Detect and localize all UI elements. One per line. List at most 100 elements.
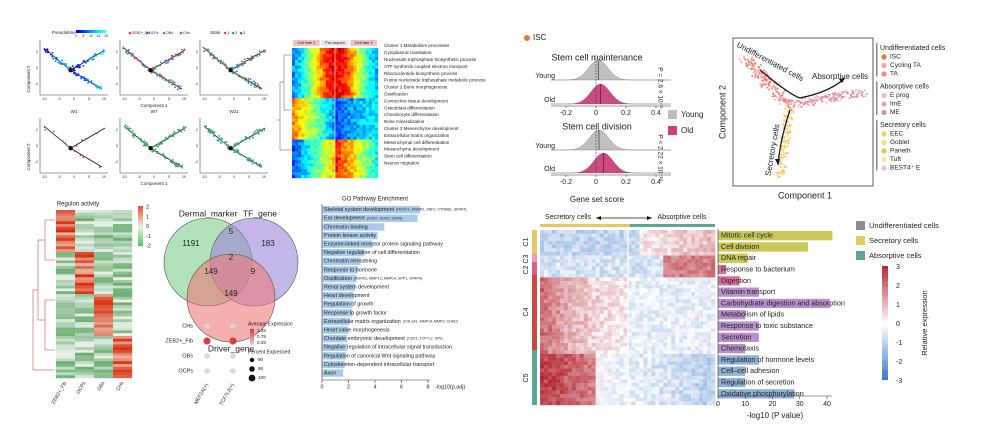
heatmap-cell <box>635 248 640 253</box>
heatmap-cell <box>368 142 373 146</box>
heatmap-cell <box>350 154 354 158</box>
heatmap-cell <box>615 357 620 362</box>
heatmap-cell <box>615 379 620 384</box>
heatmap-cell <box>75 350 95 353</box>
heatmap-cell <box>298 77 302 81</box>
heatmap-cell <box>362 160 366 164</box>
cell-point <box>160 142 163 145</box>
heatmap-cell <box>555 328 561 333</box>
heatmap-cell <box>695 361 700 366</box>
heatmap-cell <box>547 332 553 336</box>
heatmap-cell <box>341 74 345 78</box>
heatmap-cell <box>619 361 624 366</box>
heatmap-cell <box>615 233 620 238</box>
heatmap-cell <box>341 175 345 179</box>
heatmap-cell <box>639 248 644 253</box>
heatmap-cell <box>571 390 576 395</box>
heatmap-cell <box>675 273 680 278</box>
heatmap-cell <box>94 249 114 253</box>
cell-point <box>125 127 128 130</box>
heatmap-cell <box>575 350 580 355</box>
heatmap-cell <box>295 110 299 114</box>
heatmap-cell <box>362 110 366 114</box>
heatmap-cell <box>310 59 314 63</box>
heatmap-cell <box>543 299 549 304</box>
heatmap-cell <box>711 255 716 260</box>
heatmap-cell <box>543 306 549 311</box>
heatmap-cell <box>591 321 596 325</box>
heatmap-cell <box>310 83 314 87</box>
heatmap-cell <box>310 118 314 123</box>
sample-label: W7 <box>151 109 158 114</box>
heatmap-cell <box>571 270 576 274</box>
heatmap-cell <box>292 151 296 155</box>
heatmap-cell <box>304 142 308 146</box>
heatmap-cell <box>325 154 330 158</box>
heatmap-cell <box>551 346 557 351</box>
heatmap-cell <box>371 74 376 78</box>
heatmap-cell <box>301 65 305 69</box>
heatmap-cell <box>647 386 652 391</box>
heatmap-cell <box>619 306 624 311</box>
heatmap-cell <box>567 350 573 355</box>
heatmap-cell <box>353 145 357 149</box>
heatmap-cell <box>328 113 333 117</box>
heatmap-cell <box>359 56 363 61</box>
heatmap-cell <box>623 237 628 242</box>
heatmap-cell <box>113 341 133 345</box>
heatmap-cell <box>711 361 716 366</box>
heatmap-cell <box>683 251 688 256</box>
heatmap-cell <box>575 335 580 340</box>
heatmap-cell <box>540 386 545 391</box>
heatmap-cell <box>551 353 557 358</box>
heatmap-cell <box>307 92 311 96</box>
heatmap-cell <box>304 124 308 128</box>
heatmap-cell <box>338 115 342 120</box>
heatmap-cell <box>292 127 296 131</box>
heatmap-cell <box>310 65 314 69</box>
heatmap-cell <box>707 248 712 253</box>
heatmap-cell <box>627 306 632 311</box>
heatmap-cell <box>619 321 624 325</box>
heatmap-cell <box>322 53 326 58</box>
heatmap-cell <box>643 233 648 238</box>
cell-point <box>174 132 177 135</box>
heatmap-cell <box>651 288 656 293</box>
legend-tick: 15 <box>97 34 101 38</box>
heatmap-cell <box>623 379 628 384</box>
heatmap-cell <box>703 386 708 391</box>
heatmap-cell <box>316 115 320 120</box>
heatmap-cell <box>567 259 573 264</box>
cell-point <box>755 72 758 75</box>
heatmap-cell <box>667 251 672 256</box>
heatmap-cell <box>655 310 660 315</box>
heatmap-cell <box>322 110 326 114</box>
heatmap-cell <box>374 59 379 63</box>
heatmap-cell <box>575 237 580 242</box>
heatmap-cell <box>359 92 363 96</box>
cell-point <box>220 59 222 62</box>
heatmap-cell <box>94 330 114 334</box>
heatmap-cell <box>113 277 133 281</box>
heatmap-cell <box>599 350 604 355</box>
heatmap-cell <box>94 296 114 300</box>
heatmap-cell <box>707 357 712 362</box>
heatmap-cell <box>56 277 76 281</box>
heatmap-cell <box>699 383 704 387</box>
cell-point <box>167 79 170 82</box>
heatmap-cell <box>555 310 561 315</box>
heatmap-cell <box>292 104 296 108</box>
cell-point <box>813 96 816 99</box>
heatmap-cell <box>319 169 323 173</box>
heatmap-cell <box>368 148 373 152</box>
heatmap-cell <box>313 89 317 93</box>
heatmap-cell <box>356 157 360 161</box>
heatmap-cell <box>695 270 700 274</box>
density <box>551 152 671 174</box>
heatmap-cell <box>359 113 363 117</box>
heatmap-cell <box>615 310 620 315</box>
heatmap-cell <box>603 357 608 362</box>
legend-dot <box>881 109 887 116</box>
heatmap-cell <box>659 291 664 296</box>
heatmap-cell <box>304 136 308 140</box>
